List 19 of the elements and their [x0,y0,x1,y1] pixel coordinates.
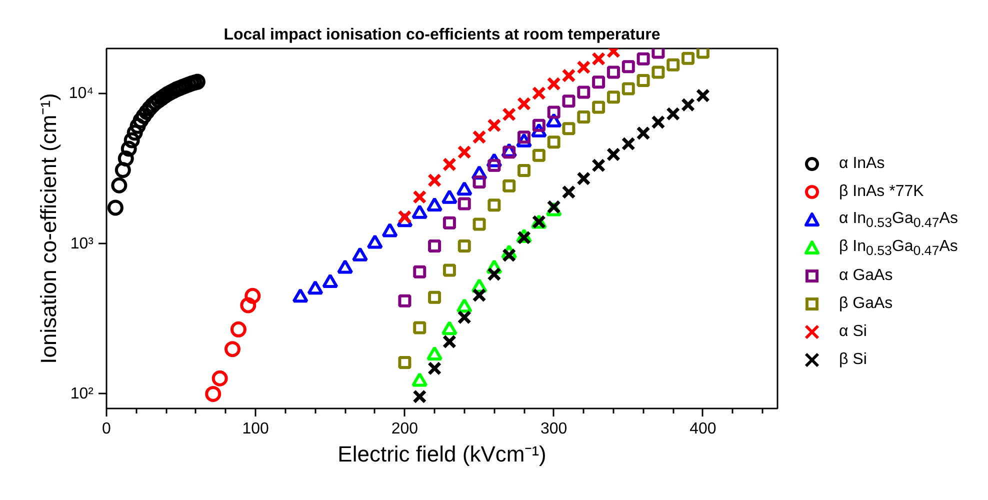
legend-label: α Si [839,322,867,342]
legend-label: β Si [839,350,867,370]
legend-label: β In$_{0.53}$Ga$_{0.47}$As [839,236,958,260]
y-tick-label: 10³ [70,235,94,252]
legend-label: α InAs [839,154,885,174]
x-tick-label: 200 [391,420,418,438]
x-tick-label: 0 [102,420,112,438]
y-axis-title: Ionisation co-efficient (cm⁻¹) [36,93,61,364]
x-tick-label: 400 [690,420,716,438]
x-tick-label: 300 [540,420,568,438]
x-axis-title: Electric field (kVcm⁻¹) [338,442,546,466]
legend-label: α GaAs [839,266,893,286]
legend-label: α In$_{0.53}$Ga$_{0.47}$As [839,208,958,232]
legend-label: β InAs *77K [839,182,924,202]
chart-title: Local impact ionisation co-efficients at room temperature [224,26,660,44]
y-tick-label: 10² [70,385,94,402]
legend-label: β GaAs [839,294,893,314]
y-tick-label: 10⁴ [68,85,94,102]
x-tick-label: 100 [242,420,270,438]
